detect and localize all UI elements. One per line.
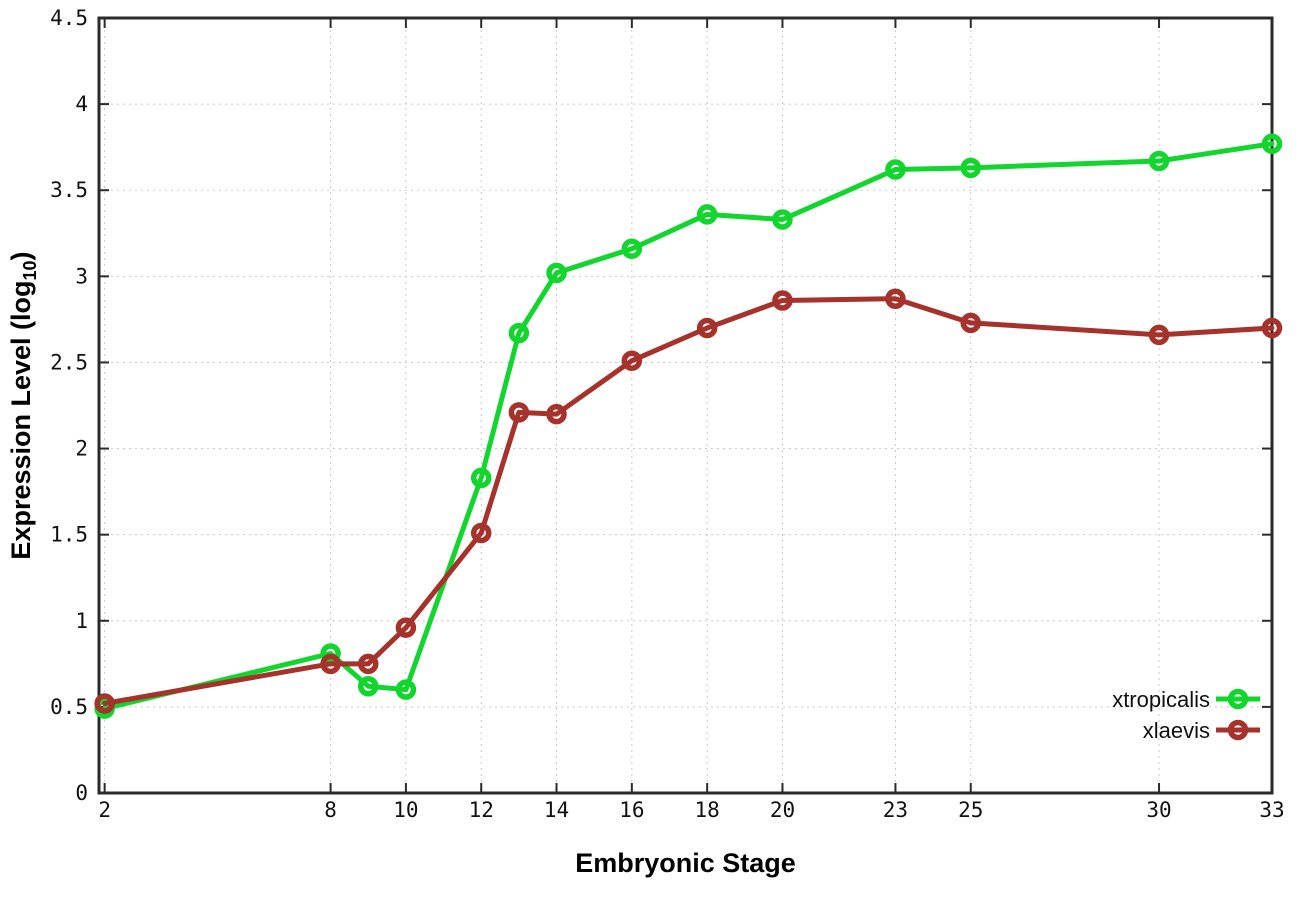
data-point-xlaevis (320, 653, 341, 675)
data-point-xtropicalis (621, 238, 643, 260)
y-axis-label: Expression Level (log10) (6, 251, 40, 559)
data-point-xlaevis (470, 522, 492, 544)
y-tick-label: 0 (75, 781, 88, 805)
x-tick-label: 25 (958, 798, 983, 822)
data-point-xtropicalis (508, 322, 530, 344)
legend-label-xlaevis: xlaevis (1143, 718, 1210, 743)
legend-marker-xtropicalis (1227, 688, 1249, 710)
y-tick-label: 0.5 (50, 695, 88, 719)
x-tick-label: 12 (469, 798, 494, 822)
series-line-xtropicalis (102, 141, 1275, 712)
x-tick-label: 33 (1259, 798, 1284, 822)
data-point-xtropicalis (960, 157, 981, 179)
data-point-xlaevis (1148, 324, 1170, 346)
data-point-xtropicalis (546, 262, 567, 284)
data-point-xlaevis (772, 290, 793, 311)
x-tick-label: 2 (98, 798, 111, 822)
x-tick-label: 10 (393, 798, 418, 822)
y-tick-label: 2 (75, 437, 88, 461)
data-point-xtropicalis (885, 159, 906, 180)
data-point-xtropicalis (696, 204, 718, 225)
x-tick-label: 23 (883, 798, 908, 822)
data-point-xlaevis (696, 317, 718, 339)
x-tick-label: 20 (770, 798, 795, 822)
y-tick-label: 1 (75, 609, 88, 633)
data-point-xtropicalis (357, 675, 379, 697)
x-axis-label: Embryonic Stage (575, 848, 796, 878)
data-point-xtropicalis (470, 467, 492, 489)
legend-label-xtropicalis: xtropicalis (1112, 687, 1210, 712)
data-point-xlaevis (546, 403, 567, 425)
data-point-xlaevis (621, 350, 643, 371)
y-tick-label: 3 (75, 264, 88, 288)
x-tick-label: 16 (619, 798, 644, 822)
data-point-xlaevis (960, 312, 981, 334)
series-line-xlaevis (102, 296, 1275, 706)
y-tick-label: 4 (75, 92, 88, 116)
data-point-xlaevis (885, 288, 906, 309)
data-point-xtropicalis (1261, 133, 1283, 154)
data-point-xlaevis (1261, 317, 1283, 339)
plot-border (97, 16, 1274, 795)
x-tick-label: 8 (324, 798, 337, 822)
data-point-xlaevis (395, 617, 417, 638)
data-point-xlaevis (357, 653, 379, 675)
data-point-xlaevis (508, 402, 530, 423)
y-tick-label: 1.5 (50, 523, 88, 547)
data-point-xtropicalis (772, 209, 793, 230)
x-tick-label: 30 (1146, 798, 1171, 822)
y-tick-label: 2.5 (50, 350, 88, 374)
data-point-xlaevis (94, 693, 115, 714)
y-tick-label: 3.5 (50, 178, 88, 202)
x-tick-label: 18 (695, 798, 720, 822)
data-point-xtropicalis (1148, 150, 1170, 172)
data-point-xtropicalis (320, 643, 341, 664)
y-tick-label: 4.5 (50, 6, 88, 30)
x-tick-label: 14 (544, 798, 569, 822)
legend-marker-xlaevis (1227, 719, 1249, 741)
data-point-xtropicalis (395, 679, 417, 700)
